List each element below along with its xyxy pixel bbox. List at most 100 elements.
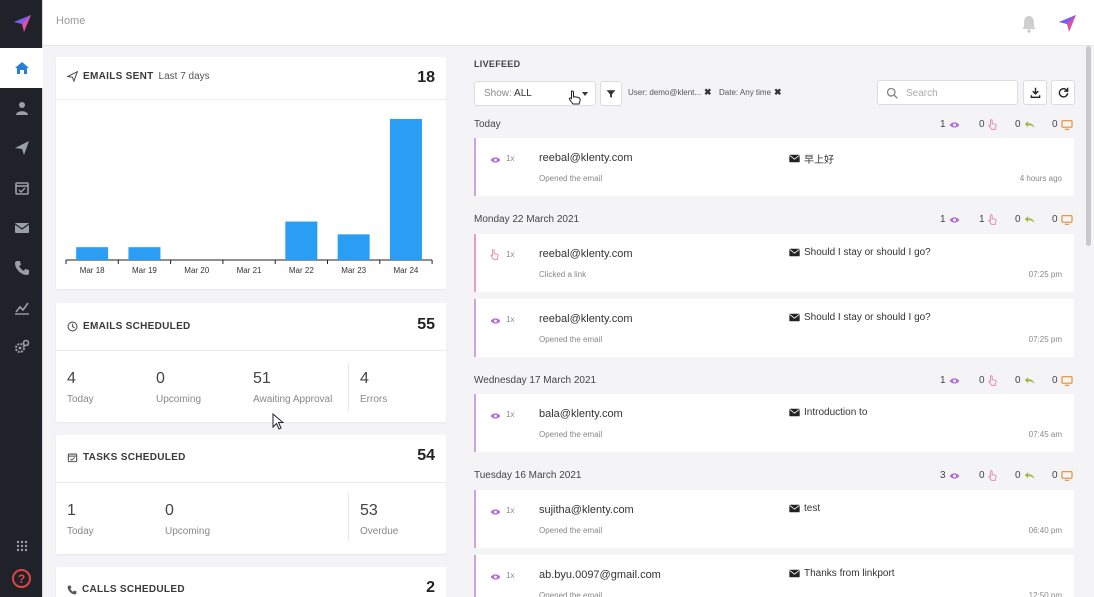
brand-logo[interactable] [0, 0, 43, 46]
stat-upcoming[interactable]: 0 Upcoming [165, 502, 210, 537]
notification-bell-icon[interactable] [1021, 15, 1037, 33]
count-value: 3 [940, 470, 946, 481]
count-value: 0 [1015, 214, 1021, 225]
download-button[interactable] [1023, 80, 1047, 105]
breadcrumb[interactable]: Home [56, 15, 86, 27]
divider [56, 350, 446, 351]
stat-value: 0 [165, 502, 174, 519]
feed-entry[interactable]: 1x reebal@klenty.com Opened the email 早上… [474, 138, 1074, 196]
bar-mar-23[interactable] [337, 234, 370, 260]
help-icon[interactable]: ? [12, 569, 31, 588]
x-tick-label: Mar 20 [184, 266, 209, 275]
opens-count: 3 [940, 470, 960, 481]
email-subject[interactable]: Thanks from linkport [789, 568, 895, 579]
x-tick-label: Mar 22 [289, 266, 314, 275]
contact-email[interactable]: bala@klenty.com [539, 408, 623, 420]
email-subject[interactable]: Should I stay or should I go? [789, 247, 931, 258]
eye-icon [490, 153, 501, 167]
email-subject[interactable]: 早上好 [789, 151, 834, 166]
contact-email[interactable]: reebal@klenty.com [539, 248, 633, 260]
contact-email[interactable]: ab.byu.0097@gmail.com [539, 569, 661, 581]
analytics-icon[interactable] [0, 288, 43, 328]
event-times: 1x [506, 410, 515, 419]
emails-sent-card: EMAILS SENT Last 7 days 18 Mar 18 Mar 19 M… [56, 57, 446, 289]
feed-entry[interactable]: 1x bala@klenty.com Opened the email Intr… [474, 394, 1074, 452]
feed-entry[interactable]: 1x sujitha@klenty.com Opened the email t… [474, 490, 1074, 548]
stat-value: 1 [67, 502, 76, 519]
stat-value: 51 [253, 370, 271, 387]
refresh-button[interactable] [1051, 80, 1075, 105]
bar-mar-22[interactable] [285, 221, 318, 260]
date-filter-chip[interactable]: Date: Any time ✖ [719, 87, 782, 98]
settings-icon[interactable] [0, 327, 43, 367]
user-icon[interactable] [0, 88, 43, 128]
calendar-icon[interactable] [0, 168, 43, 208]
calls-scheduled-count: 2 [426, 579, 435, 596]
subject-text: test [804, 503, 821, 514]
envelope-icon [789, 569, 800, 578]
envelope-icon [789, 408, 800, 417]
count-value: 0 [1052, 470, 1058, 481]
event-time: 07:25 pm [1028, 335, 1062, 344]
day-label: Monday 22 March 2021 [474, 214, 580, 225]
clicks-count: 1 [979, 214, 997, 225]
phone-icon[interactable] [0, 248, 43, 288]
scrollbar[interactable] [1086, 46, 1091, 246]
email-subject[interactable]: test [789, 503, 820, 514]
bar-mar-19[interactable] [128, 247, 161, 260]
stat-overdue[interactable]: 53 Overdue [360, 502, 398, 537]
stat-today[interactable]: 1 Today [67, 502, 94, 537]
apps-grid-icon[interactable] [0, 526, 43, 566]
stat-value: 0 [156, 370, 165, 387]
user-filter-chip[interactable]: User: demo@klent... ✖ [628, 87, 712, 98]
eye-icon [949, 216, 960, 224]
stat-awaiting-approval[interactable]: 51 Awaiting Approval [253, 370, 332, 405]
feed-entry[interactable]: 1x ab.byu.0097@gmail.com Opened the emai… [474, 555, 1074, 597]
stat-value: 53 [360, 502, 378, 519]
x-tick-label: Mar 23 [341, 266, 366, 275]
stat-upcoming[interactable]: 0 Upcoming [156, 370, 201, 405]
divider [348, 493, 349, 541]
feed-entry[interactable]: 1x reebal@klenty.com Opened the email Sh… [474, 299, 1074, 357]
event-action: Clicked a link [539, 270, 587, 279]
brand-mark-icon[interactable] [1057, 13, 1077, 33]
clicks-count: 0 [979, 470, 997, 481]
email-subject[interactable]: Should I stay or should I go? [789, 312, 931, 323]
contact-email[interactable]: sujitha@klenty.com [539, 504, 634, 516]
monitor-icon [1060, 470, 1073, 481]
download-icon [1030, 87, 1040, 98]
contact-email[interactable]: reebal@klenty.com [539, 152, 633, 164]
clicks-count: 0 [979, 375, 997, 386]
event-time: 4 hours ago [1019, 174, 1062, 183]
filter-button[interactable] [600, 81, 622, 106]
show-filter-select[interactable]: Show: ALL [474, 81, 596, 106]
monitor-icon [1060, 375, 1073, 386]
stat-today[interactable]: 4 Today [67, 370, 94, 405]
contact-email[interactable]: reebal@klenty.com [539, 313, 633, 325]
count-value: 0 [1015, 470, 1021, 481]
email-subject[interactable]: Introduction to [789, 407, 867, 418]
event-action: Opened the email [539, 430, 603, 439]
emails-scheduled-count: 55 [417, 316, 435, 333]
click-icon [490, 249, 499, 263]
mail-icon[interactable] [0, 208, 43, 248]
stat-label: Overdue [360, 526, 399, 537]
feed-entry[interactable]: 1x reebal@klenty.com Clicked a link Shou… [474, 234, 1074, 292]
stat-errors[interactable]: 4 Errors [360, 370, 387, 405]
views-count: 0 [1052, 470, 1073, 481]
count-value: 1 [979, 214, 985, 225]
emails-scheduled-card: EMAILS SCHEDULED 55 4 Today 0 Upcoming 5… [56, 303, 446, 422]
calls-scheduled-card: CALLS SCHEDULED 2 [56, 567, 446, 597]
home-icon[interactable] [0, 48, 43, 88]
click-icon [988, 119, 997, 130]
bar-mar-24[interactable] [389, 119, 422, 260]
replies-count: 0 [1015, 375, 1035, 386]
close-icon[interactable]: ✖ [774, 87, 782, 97]
search-input[interactable]: Search [877, 80, 1018, 105]
x-tick-label: Mar 24 [393, 266, 418, 275]
envelope-icon [789, 504, 800, 513]
subject-text: Thanks from linkport [804, 568, 895, 579]
bar-mar-18[interactable] [76, 247, 109, 260]
send-icon[interactable] [0, 128, 43, 168]
close-icon[interactable]: ✖ [704, 87, 712, 97]
